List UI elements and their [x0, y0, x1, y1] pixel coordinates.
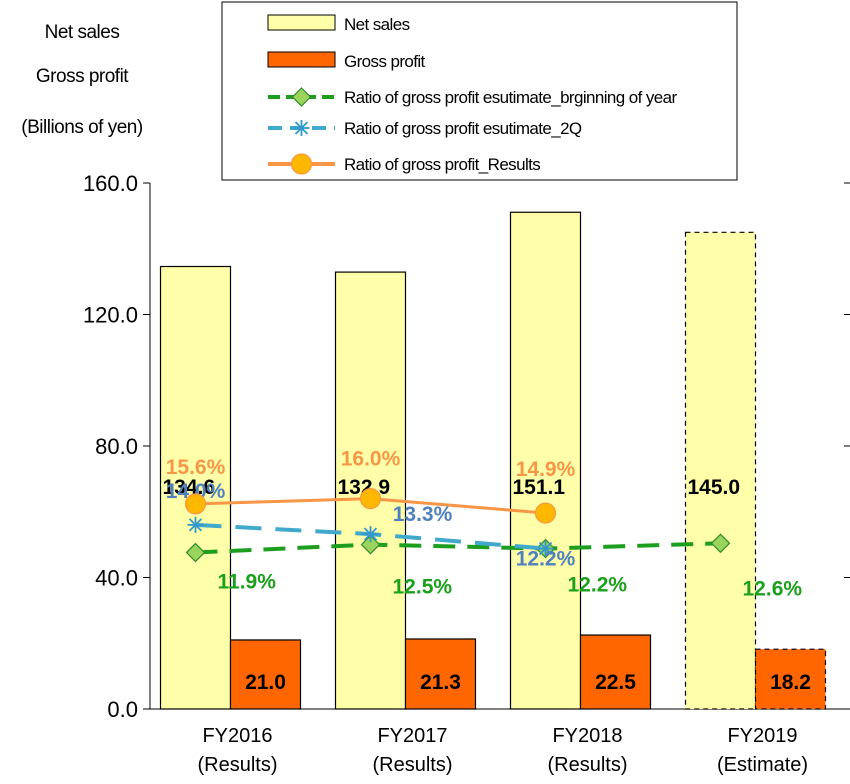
legend-swatch-net-sales [267, 14, 336, 31]
point-ratio-of-gross-profit-esutimate-2q-0 [187, 516, 204, 533]
x-tick-sublabel-FY2017: (Results) [372, 754, 452, 776]
line-ratio-of-gross-profit-esutimate-brginning-of-year [195, 541, 721, 555]
point-ratio-of-gross-profit-esutimate-brginning-of-year-0 [185, 542, 206, 563]
x-tick-label-FY2016: FY2016 [202, 725, 272, 747]
legend-label-gross-profit: Gross profit [344, 52, 426, 71]
bar-net-sales-FY2016 [159, 265, 232, 710]
x-tick-sublabel-FY2018: (Results) [547, 754, 627, 776]
legend-label-net-sales: Net sales [344, 15, 410, 34]
y-tick-label-1: 40.0 [95, 566, 138, 591]
x-tick-label-FY2019: FY2019 [727, 725, 797, 747]
y-axis-title-line-2: Gross profit [35, 66, 129, 87]
y-axis-title-line-3: (Billions of yen) [21, 117, 143, 138]
y-tick-label-4: 160.0 [83, 171, 138, 196]
bar-gross-profit-FY2019 [754, 648, 827, 710]
y-tick-label-0: 0.0 [107, 697, 138, 722]
label-ratio-of-gross-profit-esutimate-brginning-of-year-0: 11.9% [218, 571, 277, 594]
legend-label-ratio-of-gross-profit-results: Ratio of gross profit_Results [344, 155, 540, 174]
label-ratio-of-gross-profit-esutimate-brginning-of-year-3: 12.6% [743, 577, 803, 600]
label-ratio-of-gross-profit-esutimate-2q-1: 13.3% [393, 503, 453, 526]
legend-swatch-gross-profit [267, 51, 336, 68]
label-ratio-of-gross-profit-esutimate-brginning-of-year-2: 12.2% [568, 574, 628, 597]
x-tick-label-FY2018: FY2018 [552, 725, 622, 747]
bar-gross-profit-FY2018 [579, 634, 652, 710]
bar-gross-profit-FY2016 [229, 639, 302, 710]
label-gross-profit-FY2017: 21.3 [420, 671, 461, 694]
label-gross-profit-FY2018: 22.5 [595, 671, 636, 694]
legend-label-ratio-of-gross-profit-esutimate-brginning-of-year: Ratio of gross profit esutimate_brginnin… [344, 88, 677, 107]
legend-label-ratio-of-gross-profit-esutimate-2q: Ratio of gross profit esutimate_2Q [344, 119, 582, 138]
legend-marker-ratio-of-gross-profit-results [290, 153, 313, 175]
x-tick-label-FY2017: FY2017 [377, 725, 447, 747]
point-ratio-of-gross-profit-esutimate-brginning-of-year-3 [710, 533, 731, 554]
label-ratio-of-gross-profit-results-0: 15.6% [166, 456, 226, 479]
label-net-sales-FY2018: 151.1 [513, 476, 566, 499]
legend-marker-ratio-of-gross-profit-esutimate-brginning-of-year [291, 87, 312, 107]
legend-box [221, 1, 738, 181]
label-gross-profit-FY2019: 18.2 [770, 671, 811, 694]
y-tick-label-2: 80.0 [95, 434, 138, 459]
bar-net-sales-FY2018 [509, 211, 582, 710]
point-ratio-of-gross-profit-results-2 [534, 502, 557, 524]
label-gross-profit-FY2016: 21.0 [245, 671, 286, 694]
label-ratio-of-gross-profit-esutimate-2q-0: 14.0% [166, 480, 226, 503]
bar-net-sales-FY2019 [684, 231, 757, 710]
x-tick-sublabel-FY2019: (Estimate) [717, 754, 808, 776]
point-ratio-of-gross-profit-esutimate-2q-2 [537, 540, 554, 557]
point-ratio-of-gross-profit-results-1 [359, 488, 382, 510]
label-ratio-of-gross-profit-esutimate-brginning-of-year-1: 12.5% [393, 576, 453, 599]
label-ratio-of-gross-profit-results-1: 16.0% [341, 448, 401, 471]
x-tick-sublabel-FY2016: (Results) [197, 754, 277, 776]
legend-marker-ratio-of-gross-profit-esutimate-2q [293, 120, 310, 136]
point-ratio-of-gross-profit-esutimate-2q-1 [362, 526, 379, 543]
bar-gross-profit-FY2017 [404, 638, 477, 710]
point-ratio-of-gross-profit-esutimate-brginning-of-year-1 [360, 534, 381, 555]
label-ratio-of-gross-profit-esutimate-2q-2: 12.2% [516, 548, 576, 571]
y-tick-label-3: 120.0 [83, 303, 138, 328]
label-ratio-of-gross-profit-results-2: 14.9% [516, 458, 576, 481]
y-axis-title-line-1: Net sales [44, 22, 120, 43]
label-net-sales-FY2016: 134.6 [163, 476, 216, 499]
label-net-sales-FY2019: 145.0 [688, 476, 741, 499]
point-ratio-of-gross-profit-results-0 [184, 493, 207, 515]
